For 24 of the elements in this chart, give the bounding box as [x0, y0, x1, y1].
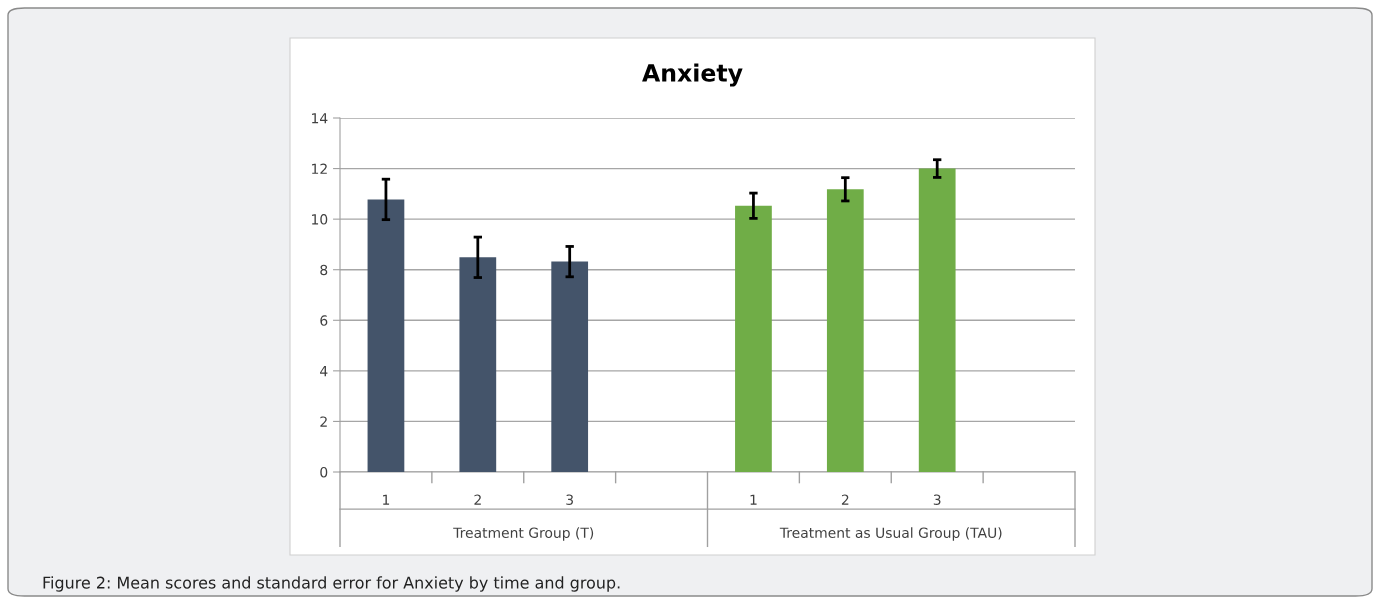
text: Treatment as Usual Group (TAU) [779, 527, 1002, 541]
chart-title: Anxiety [642, 63, 743, 87]
y-tick-label: 12 [312, 163, 327, 174]
text: Treatment Group (T) [453, 527, 594, 541]
bar [551, 261, 589, 472]
x-tick-label: 1 [750, 494, 757, 505]
bar [826, 189, 864, 472]
y-tick-label: 2 [320, 416, 327, 427]
bar [918, 168, 956, 472]
y-tick-label: 6 [320, 315, 328, 326]
y-tick-label: 14 [312, 113, 328, 124]
bar [367, 199, 405, 472]
y-tick-label: 4 [320, 366, 328, 377]
bar [459, 257, 497, 472]
x-tick-label: 3 [933, 494, 941, 505]
bar [735, 205, 772, 472]
x-tick-label: 1 [383, 494, 390, 505]
y-tick-label: 0 [320, 466, 328, 478]
y-tick-label: 10 [312, 214, 328, 225]
y-tick-label: 8 [320, 264, 328, 276]
x-tick-label: 2 [841, 494, 849, 505]
x-tick-label: 2 [474, 494, 481, 505]
x-tick-label: 3 [566, 494, 573, 505]
caption: Figure 2: Mean scores and standard error for Anxiety by time and group. [43, 576, 620, 592]
